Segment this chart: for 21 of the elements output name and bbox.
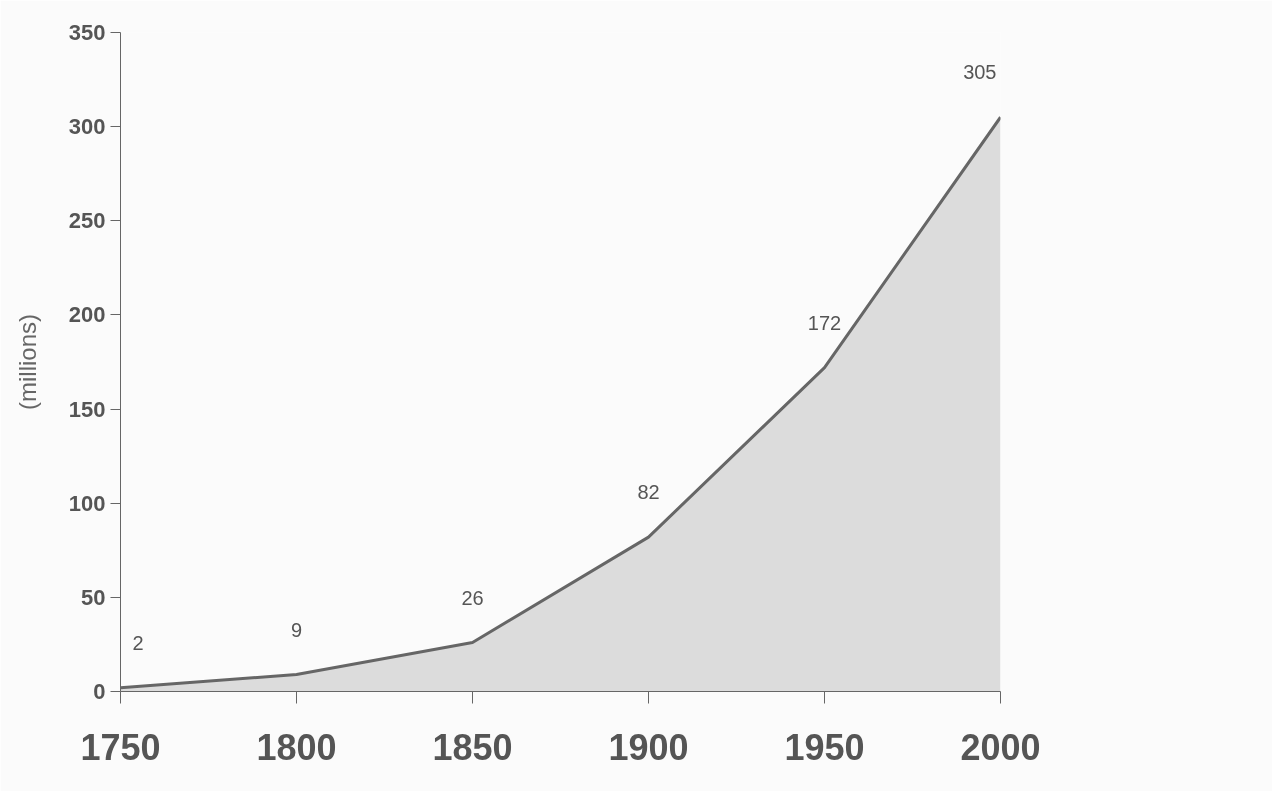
- y-tick-label: 350: [68, 20, 106, 45]
- data-label: 26: [461, 586, 484, 609]
- y-tick-label: 50: [81, 584, 106, 610]
- data-label: 305: [963, 61, 997, 84]
- x-tick-label: 1750: [80, 726, 161, 768]
- data-label: 172: [807, 311, 842, 334]
- y-tick-label: 150: [68, 396, 106, 422]
- y-tick-label: 200: [68, 302, 106, 328]
- data-label: 9: [290, 618, 303, 641]
- x-tick-label: 1800: [256, 726, 337, 768]
- y-tick-label: 250: [68, 208, 106, 234]
- x-tick-label: 2000: [960, 726, 1041, 768]
- y-tick-label: 300: [68, 114, 106, 140]
- y-tick-label: 100: [68, 490, 106, 516]
- y-tick-label: 0: [93, 679, 106, 704]
- x-tick-label: 1850: [432, 726, 513, 768]
- x-tick-label: 1900: [608, 726, 689, 768]
- data-label: 2: [132, 631, 144, 654]
- data-label: 82: [637, 481, 660, 504]
- x-tick-label: 1950: [784, 726, 865, 768]
- y-axis-title: (millions): [13, 314, 41, 410]
